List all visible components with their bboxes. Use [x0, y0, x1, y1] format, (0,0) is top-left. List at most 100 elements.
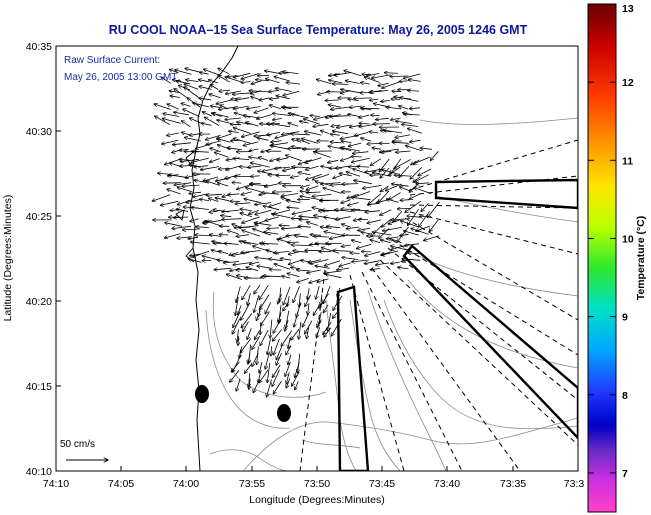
current-vector: [288, 259, 302, 264]
current-vector: [282, 276, 291, 278]
current-vector: [265, 302, 271, 314]
chart-title: RU COOL NOAA–15 Sea Surface Temperature:…: [109, 23, 528, 37]
current-vector: [241, 73, 260, 79]
current-vector: [255, 202, 272, 205]
y-tick-label-3: 40:20: [26, 296, 52, 308]
current-vector: [199, 72, 209, 74]
current-vector: [204, 117, 220, 126]
current-vector: [283, 286, 291, 305]
current-vector: [240, 338, 252, 354]
current-vector: [369, 99, 379, 100]
current-vector: [224, 243, 239, 244]
current-vector: [371, 115, 380, 116]
current-vector: [330, 134, 340, 135]
current-vector: [274, 167, 291, 169]
current-vector: [354, 132, 369, 136]
current-vector: [400, 234, 409, 236]
current-vector: [298, 226, 311, 227]
y-tick-label-5: 40:10: [26, 466, 52, 478]
current-vector: [249, 91, 269, 92]
current-vector: [253, 381, 259, 393]
current-vector: [241, 302, 251, 320]
current-vector: [373, 172, 391, 177]
current-vector: [165, 223, 183, 227]
current-vector: [337, 268, 350, 270]
y-tick-label-0: 40:35: [26, 41, 52, 53]
current-vector: [323, 285, 331, 304]
current-vector: [246, 122, 259, 127]
current-vector: [170, 96, 180, 98]
current-vector: [307, 222, 319, 226]
current-vector: [410, 167, 423, 179]
current-vector: [182, 229, 201, 230]
current-vector: [201, 123, 212, 125]
current-vector: [313, 152, 331, 158]
current-vector: [342, 257, 359, 260]
current-vector: [230, 124, 242, 125]
current-vector: [288, 354, 292, 365]
current-vector: [381, 250, 399, 256]
current-vector: [399, 187, 411, 192]
current-vector: [271, 346, 272, 356]
current-vector: [341, 89, 360, 94]
current-vector: [382, 227, 402, 231]
current-vector: [390, 246, 410, 251]
current-vector: [233, 262, 252, 266]
current-vector: [205, 221, 222, 227]
current-vector: [267, 379, 272, 398]
current-vector: [332, 84, 349, 85]
current-vector: [222, 210, 240, 212]
current-vector: [351, 240, 362, 244]
current-vector: [366, 73, 380, 76]
current-vector: [330, 142, 342, 143]
current-vector: [342, 184, 359, 185]
current-vector: [302, 139, 319, 144]
current-vector: [288, 252, 299, 254]
current-vector: [160, 200, 179, 205]
current-vector: [414, 174, 429, 183]
current-vector: [231, 361, 240, 372]
current-vector: [337, 295, 343, 304]
current-vector: [356, 243, 372, 248]
annotation-line-2: May 26, 2005 13:00 GMT: [64, 72, 177, 83]
current-vector: [372, 74, 391, 78]
current-vector: [305, 294, 311, 307]
current-vector: [325, 274, 342, 279]
current-vector: [357, 167, 370, 168]
current-vector: [163, 183, 182, 184]
current-vector: [287, 296, 289, 306]
colorbar-tick-label-6: 7: [622, 468, 628, 480]
current-vector: [154, 104, 171, 110]
current-vector: [375, 263, 390, 265]
current-vector: [334, 72, 352, 76]
current-vector: [390, 262, 400, 264]
current-vector: [232, 318, 241, 335]
current-vector: [267, 338, 271, 354]
x-tick-label-4: 73:50: [304, 478, 330, 490]
current-vector: [232, 93, 252, 95]
current-vector: [261, 193, 280, 195]
current-vector: [324, 232, 342, 236]
current-vector: [236, 184, 251, 190]
current-vector: [181, 121, 191, 128]
colorbar-tick-label-4: 9: [622, 312, 628, 324]
current-vector: [351, 156, 362, 157]
current-vector: [418, 211, 431, 227]
current-vector: [288, 123, 299, 127]
current-vector: [286, 345, 292, 355]
current-vector: [257, 266, 271, 269]
current-vector: [276, 96, 290, 100]
current-vector: [248, 353, 250, 365]
current-vector: [401, 124, 419, 127]
current-vector: [225, 118, 241, 120]
colorbar-tick-label-0: 13: [622, 3, 634, 15]
current-vector: [259, 361, 263, 373]
current-vector: [317, 319, 322, 328]
current-vector: [272, 369, 280, 387]
current-vector: [335, 165, 350, 168]
current-vector: [389, 166, 401, 175]
current-vector: [402, 259, 421, 261]
current-vector: [346, 172, 361, 177]
current-vector: [364, 260, 380, 264]
current-vector: [194, 166, 209, 167]
